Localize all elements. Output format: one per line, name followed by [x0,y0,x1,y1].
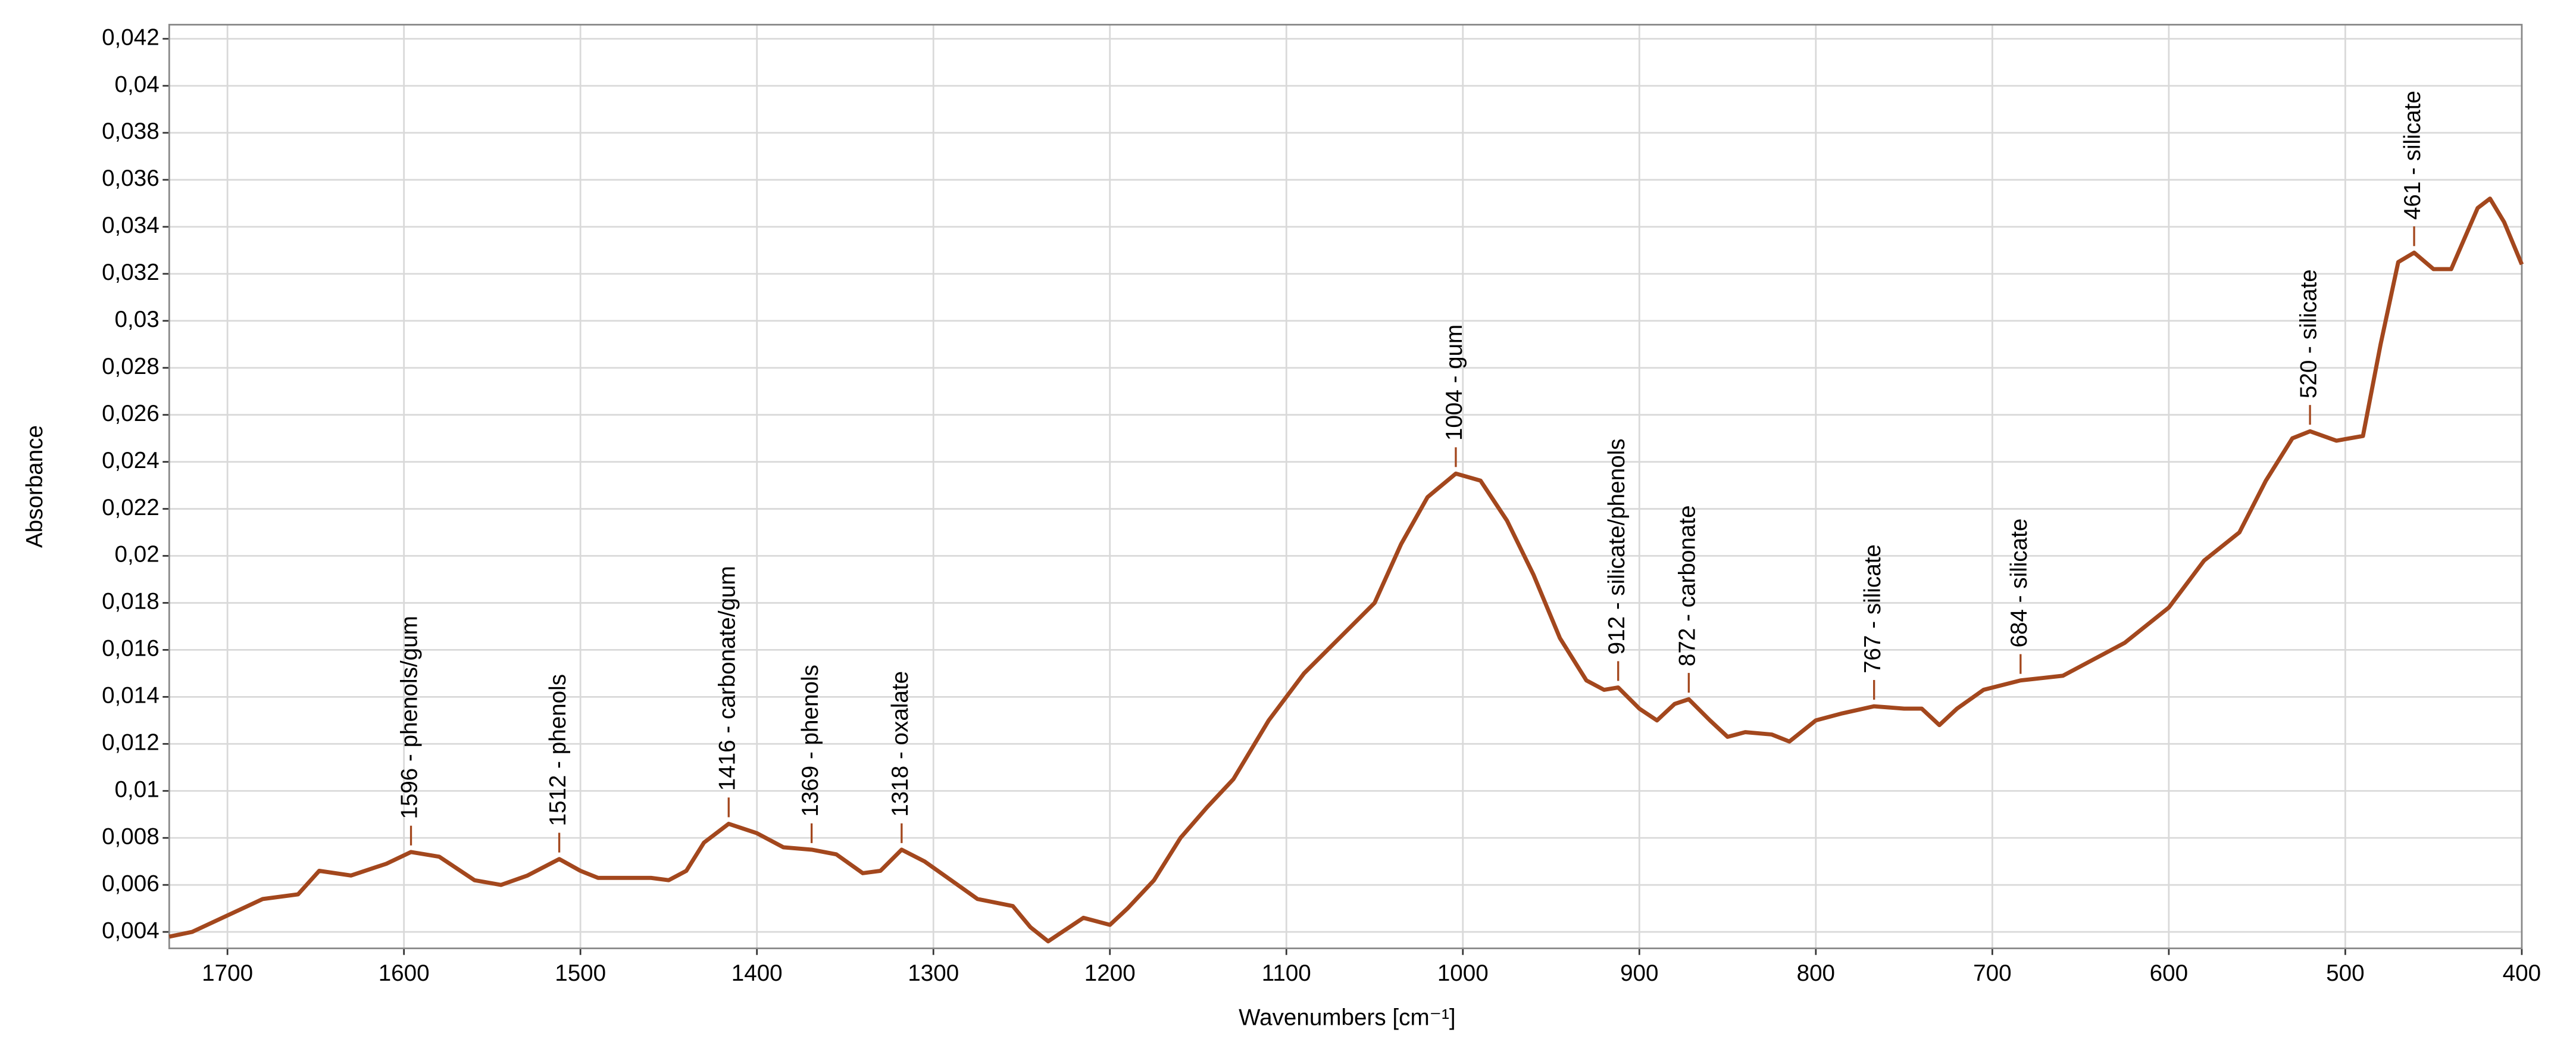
spectrum-line [168,196,2524,944]
y-tick-label: 0,04 [115,71,160,97]
y-tick-label: 0,026 [102,401,160,426]
x-tick-label: 1000 [1437,960,1489,986]
x-axis-title: Wavenumbers [cm⁻¹] [1239,1005,1456,1031]
x-tick-label: 400 [2503,960,2541,986]
y-tick-label: 0,032 [102,260,160,285]
y-tick-label: 0,024 [102,448,160,473]
x-tick-label: 1300 [908,960,959,986]
annotation-label: 1596 - phenols/gum [397,616,423,819]
y-tick-label: 0,036 [102,166,160,191]
y-tick-label: 0,012 [102,729,160,755]
x-tick-label: 1700 [202,960,253,986]
x-tick-label: 600 [2150,960,2188,986]
annotation-label: 1512 - phenols [545,674,571,826]
x-tick-label: 700 [1973,960,2011,986]
annotation-label: 461 - silicate [2400,91,2425,220]
annotation-label: 520 - silicate [2296,269,2321,398]
annotation-label: 1318 - oxalate [887,671,913,817]
y-tick-label: 0,03 [115,307,160,332]
x-tick-label: 1200 [1084,960,1136,986]
y-tick-label: 0,01 [115,776,160,802]
y-tick-label: 0,006 [102,871,160,896]
y-tick-label: 0,018 [102,589,160,615]
annotation-label: 1369 - phenols [798,665,823,817]
y-tick-label: 0,016 [102,636,160,662]
y-tick-label: 0,004 [102,918,160,943]
annotation-label: 912 - silicate/phenols [1604,438,1630,654]
x-tick-label: 1400 [731,960,783,986]
y-tick-label: 0,038 [102,118,160,144]
annotation-label: 684 - silicate [2006,519,2032,648]
x-tick-label: 500 [2326,960,2364,986]
x-tick-label: 1100 [1262,960,1311,986]
annotation-label: 872 - carbonate [1675,506,1700,667]
y-tick-label: 0,022 [102,495,160,520]
x-tick-label: 1600 [379,960,430,986]
y-tick-label: 0,02 [115,542,160,567]
y-axis-title: Absorbance [22,425,48,548]
y-tick-label: 0,014 [102,683,160,709]
plot-frame [168,24,2523,950]
annotation-label: 1416 - carbonate/gum [714,566,740,791]
y-tick-label: 0,034 [102,213,160,238]
x-tick-label: 1500 [555,960,606,986]
annotation-label: 1004 - gum [1442,325,1467,441]
x-tick-label: 800 [1797,960,1835,986]
x-tick-label: 900 [1620,960,1658,986]
y-tick-label: 0,008 [102,824,160,849]
y-tick-label: 0,042 [102,24,160,50]
y-tick-label: 0,028 [102,354,160,379]
annotation-label: 767 - silicate [1860,544,1886,673]
